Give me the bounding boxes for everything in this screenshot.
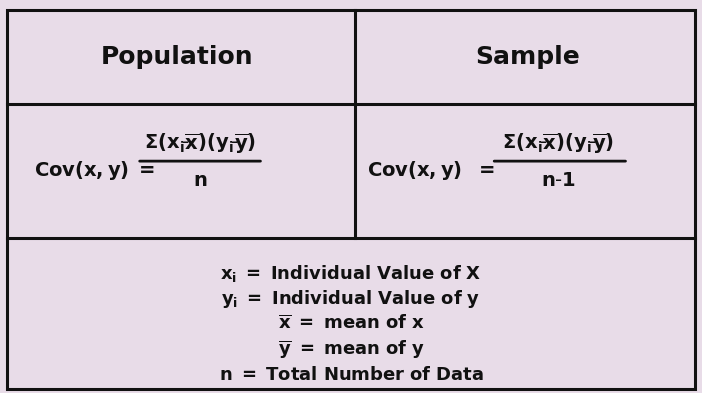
Text: $\mathbf{\Sigma(x_i\!\text{-}\!\overline{x})(y_i\!\text{-}\!\overline{y})}$: $\mathbf{\Sigma(x_i\!\text{-}\!\overline…	[502, 131, 614, 156]
Text: $\mathbf{n}$: $\mathbf{n}$	[193, 171, 207, 190]
Text: Sample: Sample	[475, 45, 581, 69]
Text: $\mathbf{Cov(x,y)\ =}$: $\mathbf{Cov(x,y)\ =}$	[34, 160, 155, 182]
Text: $\mathbf{n\ =\ Total\ Number\ of\ Data}$: $\mathbf{n\ =\ Total\ Number\ of\ Data}$	[218, 366, 484, 384]
Text: $\mathbf{Cov(x,y)\ \ =}$: $\mathbf{Cov(x,y)\ \ =}$	[367, 160, 495, 182]
Text: Population: Population	[100, 45, 253, 69]
Text: $\mathbf{x_i}$ $\mathbf{=\ Individual\ Value\ of\ X}$: $\mathbf{x_i}$ $\mathbf{=\ Individual\ V…	[220, 263, 482, 284]
Text: $\mathbf{n\text{-}1}$: $\mathbf{n\text{-}1}$	[541, 171, 576, 190]
Text: $\mathbf{y_i}$ $\mathbf{=\ Individual\ Value\ of\ y}$: $\mathbf{y_i}$ $\mathbf{=\ Individual\ V…	[221, 288, 481, 310]
Text: $\mathbf{\Sigma(x_i\!\text{-}\!\overline{x})(y_i\!\text{-}\!\overline{y})}$: $\mathbf{\Sigma(x_i\!\text{-}\!\overline…	[144, 131, 256, 156]
Text: $\mathbf{\overline{x}\ =\ mean\ of\ x}$: $\mathbf{\overline{x}\ =\ mean\ of\ x}$	[278, 315, 424, 333]
Text: $\mathbf{\overline{y}\ =\ mean\ of\ y}$: $\mathbf{\overline{y}\ =\ mean\ of\ y}$	[278, 338, 424, 361]
